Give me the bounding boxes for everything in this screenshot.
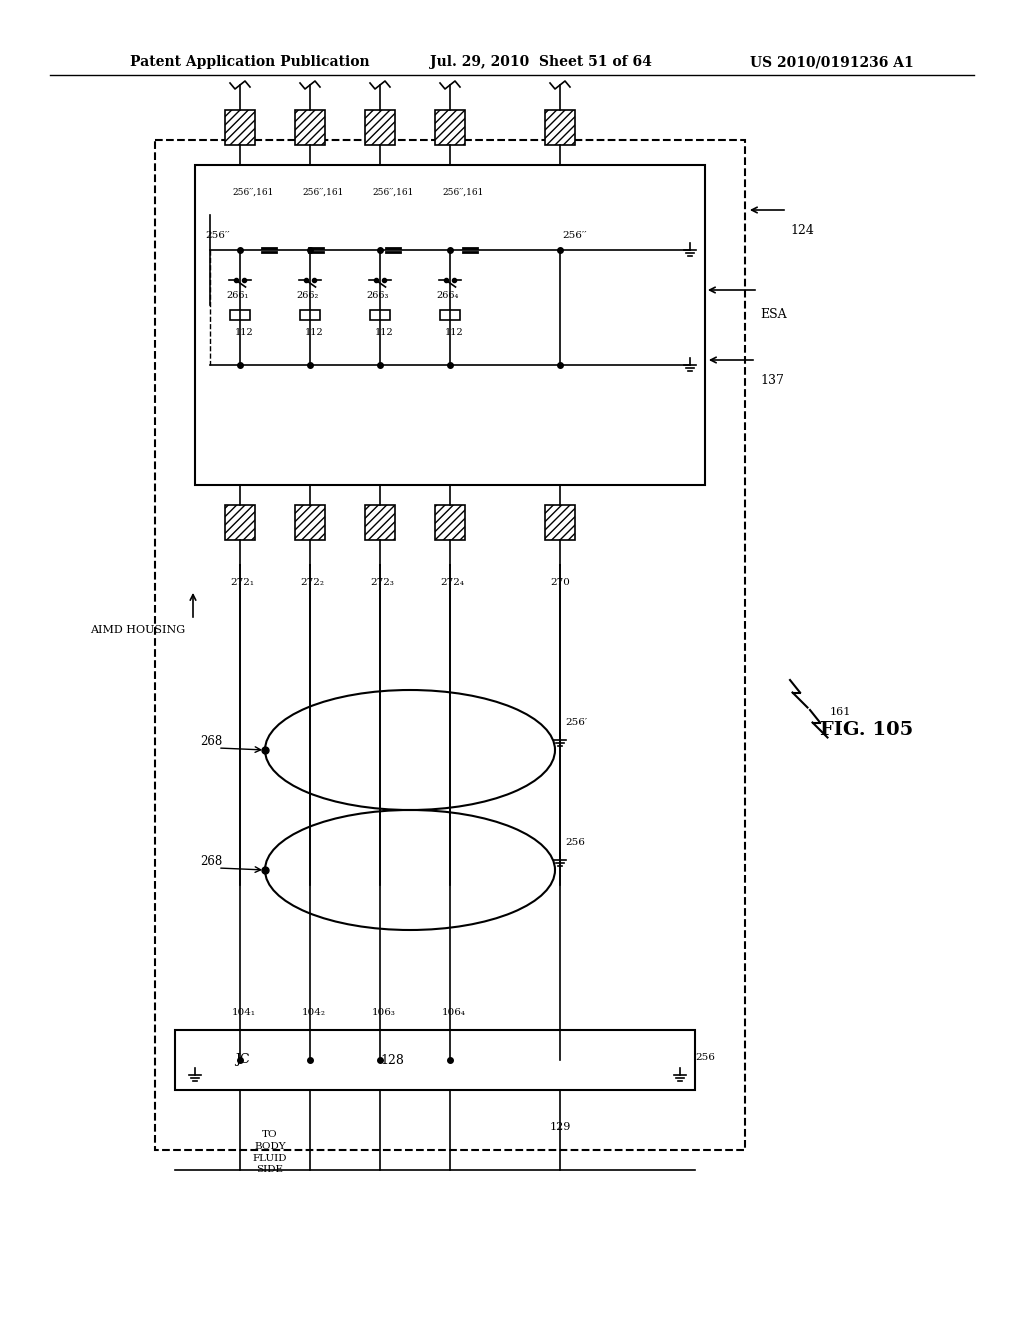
Text: 112: 112 <box>234 327 254 337</box>
Text: 161: 161 <box>830 708 851 717</box>
Polygon shape <box>435 506 465 540</box>
Text: 112: 112 <box>305 327 324 337</box>
Bar <box>300 310 319 319</box>
Polygon shape <box>225 110 255 145</box>
Text: 272₁: 272₁ <box>230 578 254 587</box>
Text: TO
BODY
FLUID
SIDE: TO BODY FLUID SIDE <box>253 1130 288 1175</box>
Text: 256′′: 256′′ <box>205 231 229 240</box>
Text: 129: 129 <box>550 1122 571 1133</box>
Text: 112: 112 <box>445 327 464 337</box>
Polygon shape <box>225 506 255 540</box>
Text: 272₂: 272₂ <box>300 578 324 587</box>
Text: 256: 256 <box>565 838 585 847</box>
Text: FIG. 105: FIG. 105 <box>820 721 913 739</box>
Text: AIMD HOUSING: AIMD HOUSING <box>90 624 185 635</box>
Text: 266₂: 266₂ <box>296 290 318 300</box>
Text: 256′′,161: 256′′,161 <box>442 187 483 197</box>
Text: 137: 137 <box>760 374 784 387</box>
Text: 266₃: 266₃ <box>366 290 388 300</box>
Polygon shape <box>295 110 325 145</box>
Text: 256′′,161: 256′′,161 <box>232 187 273 197</box>
Text: 112: 112 <box>375 327 394 337</box>
Text: 272₃: 272₃ <box>370 578 394 587</box>
Text: 256′′,161: 256′′,161 <box>302 187 343 197</box>
Text: 266₁: 266₁ <box>226 290 249 300</box>
Polygon shape <box>365 110 395 145</box>
Bar <box>370 310 390 319</box>
Text: JC: JC <box>234 1053 250 1067</box>
Text: 270: 270 <box>550 578 570 587</box>
Text: 106₃: 106₃ <box>372 1008 396 1016</box>
Text: 104₂: 104₂ <box>302 1008 326 1016</box>
Text: 256′′: 256′′ <box>562 231 587 240</box>
Text: ESA: ESA <box>760 309 786 322</box>
Text: 266₄: 266₄ <box>436 290 459 300</box>
Text: 104₁: 104₁ <box>232 1008 256 1016</box>
Text: 128: 128 <box>380 1053 403 1067</box>
Bar <box>440 310 460 319</box>
Text: Patent Application Publication: Patent Application Publication <box>130 55 370 69</box>
Text: 268: 268 <box>200 855 222 869</box>
Polygon shape <box>545 110 575 145</box>
Bar <box>230 310 250 319</box>
Polygon shape <box>545 506 575 540</box>
Polygon shape <box>365 506 395 540</box>
Text: 256′′,161: 256′′,161 <box>372 187 414 197</box>
Text: 272₄: 272₄ <box>440 578 464 587</box>
Text: 256: 256 <box>695 1053 715 1063</box>
Polygon shape <box>295 506 325 540</box>
Text: 124: 124 <box>790 223 814 236</box>
Text: 256′: 256′ <box>565 718 587 727</box>
Polygon shape <box>435 110 465 145</box>
Text: 106₄: 106₄ <box>442 1008 466 1016</box>
Text: Jul. 29, 2010  Sheet 51 of 64: Jul. 29, 2010 Sheet 51 of 64 <box>430 55 652 69</box>
Text: US 2010/0191236 A1: US 2010/0191236 A1 <box>750 55 913 69</box>
Bar <box>175 1030 695 1090</box>
Text: 268: 268 <box>200 735 222 748</box>
